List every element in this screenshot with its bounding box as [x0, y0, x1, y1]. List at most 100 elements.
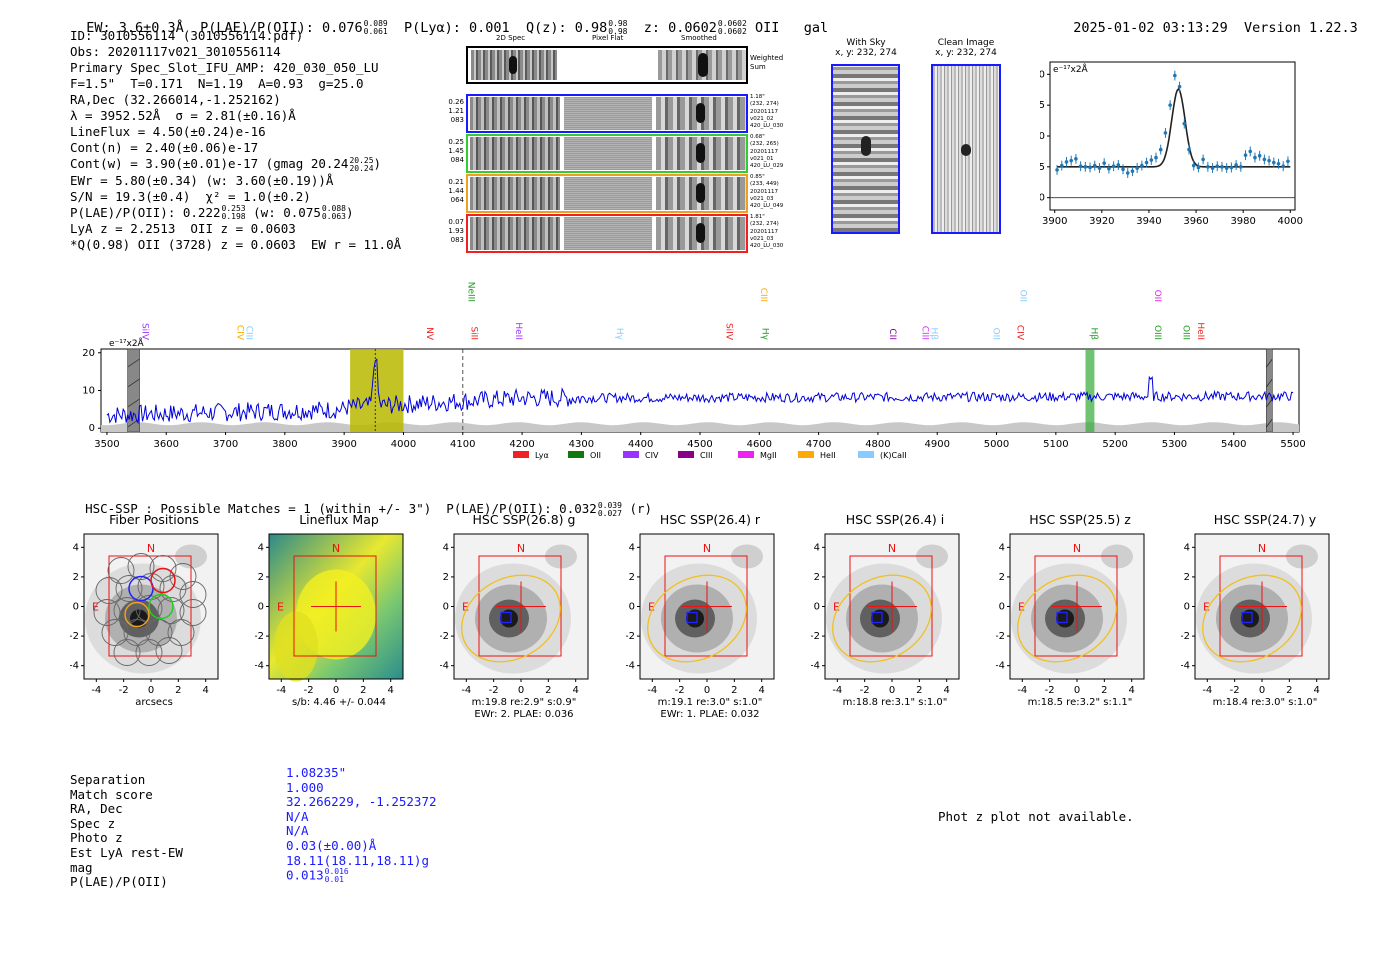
hsc-panel-image: N E -4 -4 -2 -2 0 0 2 2 4 4: [440, 533, 589, 696]
fit-xtick-label: 4000: [1278, 216, 1303, 227]
aperture-ellipse: [1202, 574, 1302, 663]
fit-data-point: [1173, 73, 1177, 78]
cutout-row-meta: 0.68" (232, 265) 20201117 v021_01 420_LU_029: [750, 134, 784, 170]
plae-value: P(LAE)/P(OII): 0.076: [200, 20, 363, 36]
cutout-2dspec: [470, 97, 560, 130]
info-contw: Cont(w) = 3.90(±0.01)e-17 (gmag 20.2420.…: [70, 155, 382, 173]
hsc-panel-xlabel: arcsecs: [135, 697, 173, 708]
cutout-2dspec: [470, 137, 560, 170]
panel-xtick-label: 2: [1286, 685, 1292, 696]
masked-hatch: [1266, 398, 1273, 408]
panel-ytick-label: -4: [255, 661, 264, 672]
match-labels: Separation Match score RA, Dec Spec z Ph…: [70, 772, 183, 890]
plae-range: 0.089 0.061: [363, 19, 388, 36]
cutout-grid: 2D Spec Pixel Flat Smoothed Weighted Sum…: [448, 34, 783, 256]
fit-data-point: [1064, 160, 1069, 164]
fit-xtick-label: 3920: [1089, 216, 1114, 227]
panel-ytick-label: -4: [1181, 661, 1190, 672]
spectrum-xtick-label: 3700: [213, 439, 238, 450]
fit-data-point: [1111, 164, 1116, 169]
spectral-line-label: SiII: [469, 326, 479, 340]
fit-data-point: [1215, 164, 1220, 169]
hsc-panel-image: N E -4 -4 -2 -2 0 0 2 2 4 4: [1181, 533, 1330, 696]
version: Version 1.22.3: [1243, 20, 1358, 36]
cutout-smoothed: [656, 97, 746, 130]
col-label-smoothed: Smoothed: [681, 34, 717, 42]
fiber-circle: [107, 557, 135, 584]
panel-ytick-label: 4: [258, 542, 264, 553]
with-sky-header: With Sky x, y: 232, 274: [826, 38, 906, 58]
spectral-line-label: NV: [424, 327, 434, 341]
panel-ytick-label: -2: [440, 631, 449, 642]
fit-data-point: [1092, 163, 1097, 168]
fiber-circle: [113, 597, 141, 624]
east-label: E: [1203, 601, 1210, 614]
line-id: OII: [754, 20, 780, 36]
cutout-row-meta: 1.81" (232, 274) 20201117 v021_03 420_LU_030: [750, 214, 784, 250]
fiber-circle: [179, 581, 207, 608]
hsc-panel-title: Fiber Positions: [109, 512, 199, 527]
panel-xtick-label: 0: [889, 685, 895, 696]
match-value-specz: N/A: [286, 808, 309, 824]
panel-xtick-label: 0: [518, 685, 524, 696]
hsc-panel: HSC SSP(26.4) r N E -4 -4 -2 -2 0 0 2 2 4 4 m:19.1 re…: [626, 512, 794, 727]
cutout-smoothed: [656, 137, 746, 170]
masked-hatch: [1266, 378, 1273, 388]
north-label: N: [147, 542, 155, 555]
spectrum-line: [106, 358, 1294, 425]
match-label-photoz: Photo z: [70, 830, 123, 846]
panel-ytick-label: -2: [70, 631, 79, 642]
panel-ytick-label: 4: [814, 542, 820, 553]
legend-swatch: [568, 451, 584, 458]
hsc-panel-image: N E -4 -4 -2 -2 0 0 2 2 4 4: [255, 533, 404, 696]
legend-label: (K)CaII: [880, 451, 907, 460]
fit-data-point: [1281, 164, 1286, 169]
spectral-line-label: Hγ: [759, 328, 769, 341]
q-range: 0.98 0.98: [608, 19, 628, 36]
fiber-circle: [95, 577, 123, 604]
fit-data-point: [1125, 171, 1130, 175]
fiber-green: [148, 593, 174, 620]
legend-label: MgII: [760, 451, 777, 460]
z-range: 0.0602 0.0602: [717, 19, 747, 36]
info-radec: RA,Dec (32.266014,-1.252162): [70, 92, 281, 107]
fit-ylabel: e⁻¹⁷x2Å: [1053, 63, 1089, 75]
panel-ytick-label: 2: [443, 572, 449, 583]
fit-data-point: [1239, 165, 1243, 169]
match-value-radec: 32.266229, -1.252372: [286, 794, 437, 810]
weighted-2dspec: [471, 50, 557, 80]
catalog-box: [1241, 611, 1253, 624]
panel-xtick-label: -2: [1230, 685, 1240, 696]
match-value-mag: 18.11(18.11,18.11)g: [286, 852, 429, 868]
info-lya: LyA z = 2.2513 OII z = 0.0603: [70, 221, 296, 236]
match-value-photoz: N/A: [286, 823, 309, 839]
catalog-box: [686, 611, 698, 624]
panel-ytick-label: 0: [814, 602, 820, 613]
east-label: E: [277, 601, 284, 614]
panel-ytick-label: 2: [258, 572, 264, 583]
panel-xtick-label: 4: [573, 685, 579, 696]
fit-data-point: [1177, 84, 1182, 89]
hbeta-band: [1085, 349, 1095, 432]
fiber-circle: [169, 563, 197, 590]
fit-data-point: [1140, 163, 1144, 168]
hsc-panel-title: HSC SSP(26.4) i: [845, 512, 945, 527]
fiber-red: [150, 567, 176, 594]
class-label: gal: [803, 20, 829, 36]
hsc-panel-xlabel: s/b: 4.46 +/- 0.044: [291, 697, 387, 708]
fiber-circle: [127, 553, 155, 580]
fit-data-point: [1059, 163, 1064, 168]
galaxy-core: [130, 609, 148, 628]
fiber-circle: [155, 637, 183, 664]
match-label-separation: Separation: [70, 772, 146, 787]
fiber-circle: [145, 619, 173, 646]
panel-xtick-label: 4: [203, 685, 209, 696]
panel-ytick-label: -2: [255, 631, 264, 642]
hsc-panel-image: N E -4 -4 -2 -2 0 0 2 2 4 4: [811, 533, 960, 696]
spectral-line-label: NeIII: [466, 282, 476, 302]
fit-data-point: [1149, 158, 1154, 162]
spectral-line-label: Hβ: [928, 327, 938, 340]
panel-xtick-label: 0: [1074, 685, 1080, 696]
north-label: N: [1258, 542, 1266, 555]
cutout-smoothed: [656, 177, 746, 210]
